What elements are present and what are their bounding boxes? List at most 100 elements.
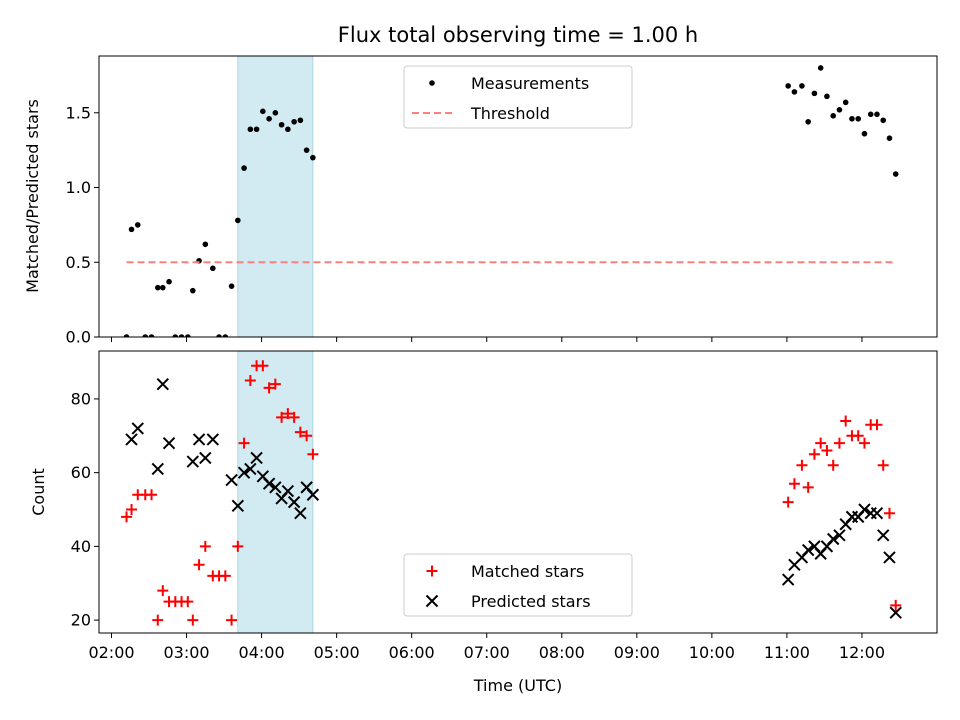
bottom-y-axis-label: Count bbox=[29, 468, 48, 516]
measurement-point bbox=[842, 99, 849, 106]
predicted-star-point bbox=[192, 433, 206, 446]
matched-star-point bbox=[257, 360, 269, 372]
matched-star-point bbox=[276, 411, 288, 423]
matched-star-point bbox=[307, 448, 319, 460]
measurement-point bbox=[880, 117, 887, 124]
x-tick-label: 09:00 bbox=[614, 643, 660, 662]
legend-marker-dot bbox=[429, 80, 435, 86]
measurement-point bbox=[123, 334, 130, 337]
x-tick-label: 10:00 bbox=[689, 643, 735, 662]
predicted-star-point bbox=[250, 451, 263, 465]
top-y-axis-label: Matched/Predicted stars bbox=[23, 99, 42, 293]
matched-star-point bbox=[852, 430, 864, 442]
matched-star-point bbox=[301, 430, 313, 442]
bottom-series-1 bbox=[121, 360, 902, 626]
measurement-point bbox=[874, 111, 880, 118]
predicted-star-point bbox=[262, 477, 276, 490]
measurement-point bbox=[817, 65, 824, 71]
top-y-tick-label: 0.0 bbox=[66, 328, 91, 347]
x-tick-label: 02:00 bbox=[88, 643, 134, 662]
measurement-point bbox=[867, 111, 874, 118]
predicted-star-point bbox=[833, 529, 846, 542]
top-legend: Measurements Threshold bbox=[403, 65, 633, 129]
matched-star-point bbox=[890, 599, 902, 611]
measurement-point bbox=[291, 118, 297, 125]
bottom-legend: Matched stars Predicted stars bbox=[403, 553, 633, 617]
matched-star-point bbox=[187, 614, 199, 626]
matched-star-point bbox=[226, 614, 238, 626]
predicted-star-point bbox=[306, 488, 320, 501]
x-tick-label: 08:00 bbox=[539, 643, 585, 662]
bottom-axes-frame bbox=[98, 350, 938, 634]
measurement-point bbox=[210, 265, 216, 272]
legend-label: Threshold bbox=[470, 104, 550, 123]
matched-star-point bbox=[858, 437, 870, 449]
predicted-star-point bbox=[287, 495, 301, 509]
predicted-star-point bbox=[870, 506, 884, 520]
measurement-point bbox=[805, 118, 811, 125]
measurement-point bbox=[235, 217, 241, 224]
predicted-star-point bbox=[269, 481, 282, 494]
measurement-point bbox=[303, 147, 310, 153]
x-tick-label: 04:00 bbox=[239, 643, 285, 662]
measurement-point bbox=[266, 115, 272, 122]
measurement-point bbox=[811, 90, 818, 97]
x-tick-label: 07:00 bbox=[464, 643, 510, 662]
predicted-star-point bbox=[877, 529, 890, 542]
measurement-point bbox=[185, 334, 191, 337]
measurement-point bbox=[178, 334, 185, 337]
predicted-star-point bbox=[858, 503, 871, 516]
matched-star-point bbox=[121, 511, 133, 523]
matched-star-point bbox=[263, 382, 275, 394]
top-shaded-region bbox=[237, 55, 314, 338]
legend-marker-x bbox=[425, 594, 439, 608]
matched-star-point bbox=[827, 459, 839, 471]
measurement-point bbox=[172, 334, 179, 337]
measurement-point bbox=[166, 278, 172, 285]
measurement-point bbox=[142, 334, 149, 337]
legend-label: Matched stars bbox=[471, 562, 584, 581]
matched-star-point bbox=[821, 445, 833, 457]
measurement-point bbox=[134, 222, 141, 228]
matched-star-point bbox=[146, 489, 158, 501]
predicted-star-point bbox=[781, 573, 795, 586]
matched-star-point bbox=[157, 585, 169, 597]
matched-star-point bbox=[833, 437, 845, 449]
top-legend-box bbox=[403, 65, 633, 129]
matched-star-point bbox=[840, 415, 852, 427]
matched-star-point bbox=[802, 481, 814, 493]
matched-star-point bbox=[238, 437, 250, 449]
matched-star-point bbox=[871, 419, 883, 431]
x-tick-label: 06:00 bbox=[389, 643, 435, 662]
measurement-point bbox=[892, 171, 899, 177]
predicted-star-point bbox=[883, 551, 896, 564]
top-y-tick-label: 1.0 bbox=[66, 178, 91, 197]
matched-star-point bbox=[232, 540, 244, 552]
predicted-star-point bbox=[156, 377, 169, 391]
matched-star-point bbox=[288, 411, 300, 423]
measurement-point bbox=[202, 241, 209, 248]
predicted-star-point bbox=[826, 532, 840, 546]
matched-star-point bbox=[782, 496, 794, 508]
measurement-point bbox=[855, 115, 862, 122]
predicted-star-point bbox=[231, 499, 245, 513]
matched-star-point bbox=[219, 570, 231, 582]
matched-star-point bbox=[152, 614, 164, 626]
predicted-star-point bbox=[199, 451, 212, 465]
measurement-point bbox=[886, 135, 893, 142]
measurement-point bbox=[836, 107, 843, 113]
predicted-star-point bbox=[237, 466, 251, 479]
bottom-y-tick-label: 20 bbox=[71, 611, 91, 630]
measurement-point bbox=[785, 83, 791, 89]
measurement-point bbox=[272, 109, 279, 116]
x-tick-label: 05:00 bbox=[314, 643, 360, 662]
bottom-y-tick-label: 60 bbox=[71, 463, 91, 482]
matched-star-point bbox=[788, 478, 800, 490]
matched-star-point bbox=[126, 504, 138, 516]
matched-star-point bbox=[883, 507, 895, 519]
predicted-star-point bbox=[889, 606, 902, 619]
predicted-star-point bbox=[244, 462, 257, 476]
predicted-star-point bbox=[131, 422, 144, 435]
predicted-star-point bbox=[151, 462, 164, 476]
